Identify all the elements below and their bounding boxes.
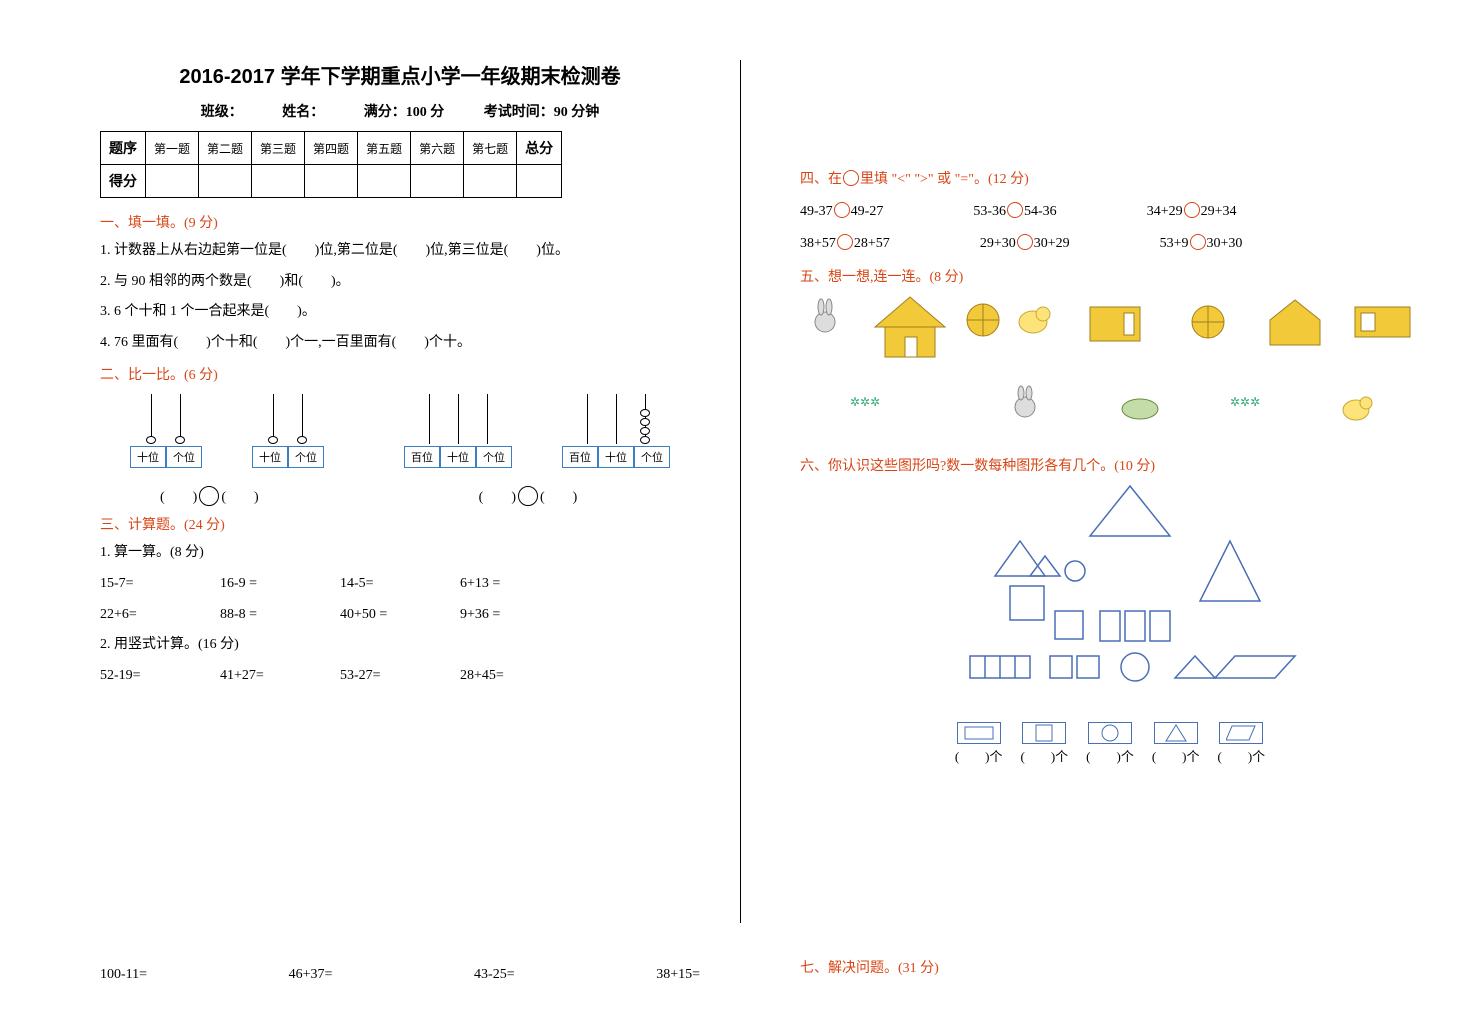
connect-diagram: ✲✲✲ ✲✲✲ xyxy=(800,292,1420,447)
full-marks: 满分：100 分 xyxy=(364,101,445,121)
section-2-heading: 二、比一比。(6 分) xyxy=(100,364,700,384)
circle-icon xyxy=(834,202,850,218)
parallelogram-shape-icon xyxy=(1219,722,1263,744)
compare-circle-icon xyxy=(199,486,219,506)
triangle-shape-icon xyxy=(1154,722,1198,744)
section-6-heading: 六、你认识这些图形吗?数一数每种图形各有几个。(10 分) xyxy=(800,455,1420,475)
q1-2: 2. 与 90 相邻的两个数是( )和( )。 xyxy=(100,269,700,296)
rect-shape-icon xyxy=(957,722,1001,744)
circle-icon xyxy=(1017,234,1033,250)
score-row-label: 得分 xyxy=(101,165,146,198)
compare-parens: ( )( ) xyxy=(160,486,259,506)
section-3-heading: 三、计算题。(24 分) xyxy=(100,514,700,534)
section-5-heading: 五、想一想,连一连。(8 分) xyxy=(800,266,1420,286)
s3-sub2: 2. 用竖式计算。(16 分) xyxy=(100,632,700,659)
q1-3: 3. 6 个十和 1 个一合起来是( )。 xyxy=(100,299,700,326)
score-row-label: 题序 xyxy=(101,132,146,165)
abacus-row: 十位 个位 十位 个位 百位 十位 个位 xyxy=(130,394,700,468)
compare-block: 49-3749-27 53-3654-36 34+2929+34 38+5728… xyxy=(800,202,1420,252)
calc-row: 15-7=16-9 =14-5=6+13 = xyxy=(100,571,700,598)
compare-parens: ( )( ) xyxy=(479,486,578,506)
circle-icon xyxy=(837,234,853,250)
duration: 考试时间：90 分钟 xyxy=(484,101,600,121)
s3-sub1: 1. 算一算。(8 分) xyxy=(100,540,700,567)
exam-title: 2016-2017 学年下学期重点小学一年级期末检测卷 xyxy=(100,60,700,89)
circle-icon xyxy=(1190,234,1206,250)
q1-1: 1. 计数器上从右边起第一位是( )位,第二位是( )位,第三位是( )位。 xyxy=(100,238,700,265)
section-7-heading: 七、解决问题。(31 分) xyxy=(800,949,1420,983)
svg-text:✲✲✲: ✲✲✲ xyxy=(850,395,880,409)
calc-row: 22+6=88-8 =40+50 =9+36 = xyxy=(100,602,700,629)
section-4-heading: 四、在里填 "<" ">" 或 "="。(12 分) xyxy=(800,168,1420,188)
svg-text:✲✲✲: ✲✲✲ xyxy=(1230,395,1260,409)
name-label: 姓名： xyxy=(282,101,324,121)
shape-count-row: ( )个 ( )个 ( )个 ( )个 ( )个 xyxy=(800,722,1420,765)
exam-subtitle: 班级： 姓名： 满分：100 分 考试时间：90 分钟 xyxy=(100,101,700,121)
calc-row-bottom: 100-11=46+37=43-25=38+15= xyxy=(100,967,700,983)
circle-shape-icon xyxy=(1088,722,1132,744)
square-shape-icon xyxy=(1022,722,1066,744)
circle-icon xyxy=(843,170,859,186)
compare-circle-icon xyxy=(518,486,538,506)
class-label: 班级： xyxy=(201,101,243,121)
score-table: 题序 第一题 第二题 第三题 第四题 第五题 第六题 第七题 总分 得分 xyxy=(100,131,562,198)
section-1-heading: 一、填一填。(9 分) xyxy=(100,212,700,232)
circle-icon xyxy=(1184,202,1200,218)
shapes-figure xyxy=(800,481,1420,716)
calc-row: 52-19=41+27=53-27=28+45= xyxy=(100,663,700,690)
circle-icon xyxy=(1007,202,1023,218)
q1-4: 4. 76 里面有( )个十和( )个一,一百里面有( )个十。 xyxy=(100,330,700,357)
